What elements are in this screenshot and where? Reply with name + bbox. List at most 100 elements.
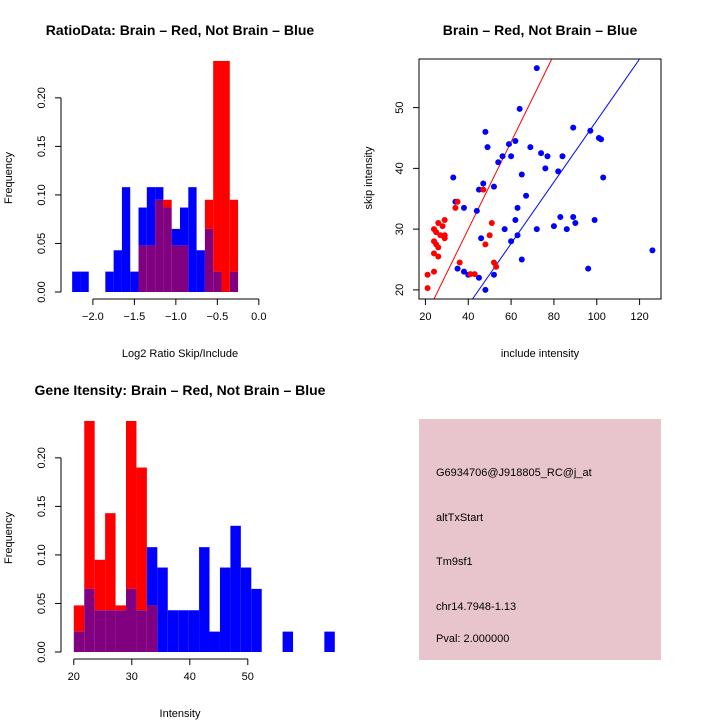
ratio-bar-15 bbox=[196, 250, 205, 292]
scatter-point-blue-50 bbox=[649, 247, 656, 254]
intensity-bar-12 bbox=[199, 547, 210, 652]
ratio-x-tick-label: −1.5 bbox=[124, 311, 146, 323]
intensity-bar-9 bbox=[167, 610, 179, 652]
ratio-bar-4 bbox=[105, 271, 114, 292]
ratio-bar-7 bbox=[130, 271, 139, 292]
intensity-bar-16 bbox=[240, 567, 252, 652]
intensity-scatter: Brain – Red, Not Brain – Blue include in… bbox=[363, 22, 662, 360]
probe-id-text: G6934706@J918805_RC@j_at bbox=[436, 467, 592, 479]
intensity-bar-8 bbox=[157, 567, 168, 652]
scatter-x-tick-label: 20 bbox=[419, 311, 431, 323]
scatter-point-blue-49 bbox=[482, 286, 489, 293]
ratio-overlap-bar-17 bbox=[213, 271, 222, 292]
intensity-bar-1 bbox=[84, 420, 95, 589]
intensity-x-tick-label: 50 bbox=[242, 671, 254, 683]
ratio-bar-0 bbox=[72, 271, 81, 292]
scatter-point-blue-21 bbox=[518, 171, 525, 178]
scatter-point-red-3 bbox=[456, 259, 463, 266]
scatter-point-blue-23 bbox=[490, 183, 497, 190]
scatter-point-red-16 bbox=[441, 217, 448, 224]
intensity-y-tick-label: 0.10 bbox=[36, 544, 48, 565]
ratio-y-tick-label: 0.05 bbox=[36, 233, 48, 254]
gene-name-text: Tm9sf1 bbox=[436, 556, 473, 568]
scatter-point-red-0 bbox=[424, 285, 431, 292]
ratio-bar-17 bbox=[213, 60, 222, 272]
intensity-bar-6 bbox=[136, 467, 147, 611]
scatter-point-blue-1 bbox=[533, 65, 540, 72]
scatter-point-red-15 bbox=[435, 220, 442, 227]
scatter-point-blue-40 bbox=[478, 235, 485, 242]
scatter-point-blue-15 bbox=[527, 144, 534, 151]
scatter-point-red-9 bbox=[437, 232, 444, 239]
scatter-point-blue-42 bbox=[518, 256, 525, 263]
ratio-x-tick-label: 0.0 bbox=[251, 311, 266, 323]
scatter-point-blue-14 bbox=[559, 153, 566, 160]
intensity-overlap-bar-2 bbox=[94, 610, 106, 652]
intensity-bar-7 bbox=[146, 547, 158, 606]
intensity-histogram-bars bbox=[73, 420, 335, 652]
scatter-point-blue-41 bbox=[508, 238, 515, 245]
pval-text: Pval: 2.000000 bbox=[436, 633, 509, 645]
scatter-points bbox=[424, 65, 656, 293]
scatter-point-red-7 bbox=[435, 244, 442, 251]
gene-intensity-histogram: Gene Itensity: Brain – Red, Not Brain – … bbox=[3, 382, 335, 720]
scatter-point-red-14 bbox=[439, 223, 446, 230]
ratio-bar-6 bbox=[121, 187, 131, 292]
ratio-y-tick-label: 0.15 bbox=[36, 136, 48, 157]
scatter-xlabel: include intensity bbox=[501, 348, 580, 360]
intensity-y-tick-label: 0.15 bbox=[36, 496, 48, 517]
intensity-bar-0 bbox=[73, 605, 85, 632]
intensity-bar-13 bbox=[209, 631, 220, 652]
intensity-overlap-bar-7 bbox=[146, 605, 158, 652]
scatter-x-tick-label: 100 bbox=[588, 311, 606, 323]
intensity-overlap-bar-3 bbox=[105, 610, 116, 652]
scatter-point-blue-17 bbox=[495, 159, 502, 166]
scatter-point-blue-43 bbox=[585, 265, 592, 272]
scatter-point-blue-0 bbox=[450, 174, 457, 181]
intensity-bar-17 bbox=[251, 588, 262, 652]
scatter-point-red-13 bbox=[430, 226, 437, 233]
scatter-fit-line-red bbox=[433, 58, 553, 300]
ratio-overlap-bar-16 bbox=[204, 228, 214, 292]
intensity-histogram-axes: 20 30 40 50 0.00 0.05 0.10 0.15 0.20 bbox=[36, 447, 254, 683]
ratio-bar-1 bbox=[80, 271, 89, 292]
ratio-bar-5 bbox=[113, 250, 122, 292]
intensity-bar-10 bbox=[178, 610, 189, 652]
intensity-bar-11 bbox=[188, 610, 200, 652]
scatter-point-blue-19 bbox=[542, 165, 549, 172]
ratio-y-tick-label: 0.20 bbox=[36, 87, 48, 108]
scatter-point-blue-22 bbox=[480, 180, 487, 187]
ratio-histogram-axes: −2.0 −1.5 −1.0 −0.5 0.0 0.00 0.05 0.10 0.15 0.20 bbox=[36, 87, 266, 323]
intensity-x-tick-label: 20 bbox=[68, 671, 80, 683]
scatter-point-red-18 bbox=[454, 198, 461, 205]
ratio-bar-18 bbox=[221, 60, 230, 292]
info-panel: G6934706@J918805_RC@j_at altTxStart Tm9s… bbox=[419, 419, 661, 660]
scatter-point-blue-13 bbox=[544, 153, 551, 160]
scatter-x-tick-label: 60 bbox=[505, 311, 517, 323]
scatter-point-blue-38 bbox=[563, 226, 570, 233]
ratio-histogram-bars bbox=[72, 60, 239, 292]
intensity-overlap-bar-1 bbox=[84, 588, 95, 652]
scatter-point-blue-29 bbox=[460, 204, 467, 211]
intensity-bar-24 bbox=[324, 631, 335, 652]
scatter-point-blue-18 bbox=[600, 174, 607, 181]
ratio-x-tick-label: −0.5 bbox=[206, 311, 228, 323]
scatter-point-blue-7 bbox=[598, 136, 605, 143]
intensity-x-tick-label: 40 bbox=[184, 671, 196, 683]
scatter-point-red-4 bbox=[430, 250, 437, 257]
ratio-y-tick-label: 0.00 bbox=[36, 281, 48, 302]
scatter-point-blue-20 bbox=[555, 168, 562, 175]
scatter-point-red-20 bbox=[488, 220, 495, 227]
scatter-axes: 20 40 60 80 100 120 20 30 40 50 bbox=[394, 101, 649, 323]
scatter-point-red-17 bbox=[452, 204, 459, 211]
intensity-y-tick-label: 0.00 bbox=[36, 641, 48, 662]
scatter-point-red-26 bbox=[471, 271, 478, 278]
scatter-ylabel: skip intensity bbox=[363, 146, 375, 209]
scatter-y-tick-label: 20 bbox=[394, 284, 406, 296]
scatter-point-red-19 bbox=[480, 186, 487, 193]
scatter-point-red-22 bbox=[482, 241, 489, 248]
scatter-y-tick-label: 30 bbox=[394, 223, 406, 235]
ratio-bar-11 bbox=[163, 199, 172, 208]
scatter-point-blue-11 bbox=[499, 153, 506, 160]
scatter-point-blue-32 bbox=[591, 217, 598, 224]
